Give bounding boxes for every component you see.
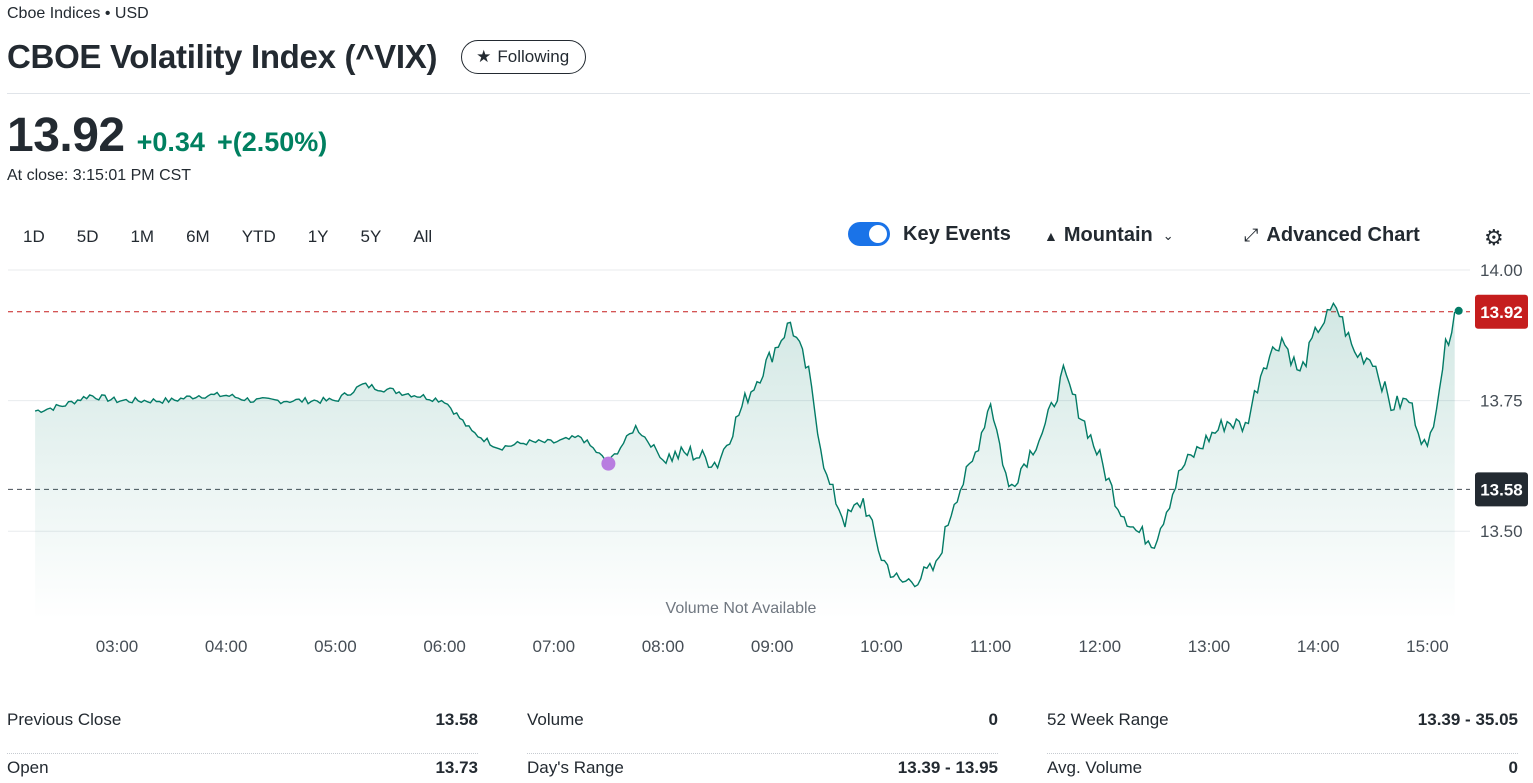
last-price-marker (1454, 306, 1463, 315)
price-area (35, 303, 1455, 620)
svg-text:13.92: 13.92 (1480, 303, 1523, 322)
chevron-down-icon: ⌄ (1162, 227, 1174, 243)
stats-column-2: Volume 0 Day's Range 13.39 - 13.95 (527, 706, 998, 783)
price-change: +0.34 (136, 127, 205, 157)
range-1y[interactable]: 1Y (292, 224, 345, 250)
close-time: At close: 3:15:01 PM CST (7, 167, 192, 184)
x-tick-label: 07:00 (533, 637, 576, 656)
stat-value: 13.73 (435, 758, 478, 777)
key-event-marker[interactable] (601, 456, 616, 471)
y-tick-label: 13.75 (1480, 392, 1523, 411)
x-tick-label: 06:00 (423, 637, 466, 656)
stat-row: 52 Week Range 13.39 - 35.05 (1047, 706, 1518, 754)
advanced-chart-button[interactable]: ⤢ Advanced Chart (1244, 224, 1420, 247)
stat-value: 13.39 - 13.95 (897, 758, 998, 777)
y-tick-label: 14.00 (1480, 261, 1523, 280)
price-value: 13.92 (7, 109, 125, 162)
mountain-icon: ▲ (1044, 227, 1058, 244)
y-tick-label: 13.50 (1480, 522, 1523, 541)
stats-column-3: 52 Week Range 13.39 - 35.05 Avg. Volume … (1047, 706, 1518, 783)
price-change-percent: +(2.50%) (216, 127, 328, 157)
stat-value: 0 (988, 710, 998, 729)
range-ytd[interactable]: YTD (226, 224, 292, 250)
toggle-knob (869, 225, 887, 243)
range-6m[interactable]: 6M (170, 224, 226, 250)
x-tick-label: 15:00 (1406, 637, 1449, 656)
stat-label: Avg. Volume (1047, 758, 1143, 777)
following-label: Following (497, 47, 570, 66)
key-events-toggle[interactable] (848, 222, 890, 246)
stats-column-1: Previous Close 13.58 Open 13.73 (7, 706, 478, 783)
x-tick-label: 12:00 (1079, 637, 1122, 656)
stat-label: Volume (527, 710, 584, 729)
key-events-label: Key Events (903, 222, 1011, 245)
stat-label: Previous Close (7, 710, 122, 729)
stat-label: Day's Range (527, 758, 624, 777)
stat-row: Avg. Volume 0 (1047, 754, 1518, 783)
advanced-chart-label: Advanced Chart (1266, 224, 1420, 246)
range-all[interactable]: All (397, 224, 448, 250)
price-chart[interactable]: 14.00 13.75 13.50 03:00 04:00 05:00 06:00 07:0… (0, 255, 1533, 665)
following-button[interactable]: ★ Following (461, 40, 587, 74)
range-1d[interactable]: 1D (7, 224, 61, 250)
x-tick-label: 05:00 (314, 637, 357, 656)
range-1m[interactable]: 1M (114, 224, 170, 250)
x-tick-label: 14:00 (1297, 637, 1340, 656)
stat-row: Open 13.73 (7, 754, 478, 783)
star-icon: ★ (476, 47, 492, 66)
x-tick-label: 09:00 (751, 637, 794, 656)
x-tick-label: 04:00 (205, 637, 248, 656)
range-5y[interactable]: 5Y (345, 224, 398, 250)
stat-value: 0 (1508, 758, 1518, 777)
x-tick-label: 03:00 (96, 637, 139, 656)
stat-row: Volume 0 (527, 706, 998, 754)
expand-icon: ⤢ (1244, 225, 1259, 245)
stat-value: 13.58 (435, 710, 478, 729)
gear-icon[interactable]: ⚙ (1484, 225, 1504, 250)
key-events-control: Key Events (848, 222, 1011, 246)
volume-note: Volume Not Available (666, 600, 817, 617)
price-row: 13.92 +0.34 +(2.50%) (7, 108, 327, 163)
range-selector: 1D 5D 1M 6M YTD 1Y 5Y All (7, 224, 448, 250)
x-tick-label: 08:00 (642, 637, 685, 656)
svg-text:13.58: 13.58 (1480, 480, 1523, 499)
stat-label: 52 Week Range (1047, 710, 1169, 729)
stat-row: Previous Close 13.58 (7, 706, 478, 754)
exchange-label: Cboe Indices • USD (7, 5, 149, 22)
range-5d[interactable]: 5D (61, 224, 115, 250)
page-title: CBOE Volatility Index (^VIX) (7, 38, 438, 75)
x-tick-label: 10:00 (860, 637, 903, 656)
chart-type-dropdown[interactable]: ▲ Mountain ⌄ (1044, 224, 1174, 247)
header-divider (7, 93, 1530, 94)
current-price-badge: 13.92 (1475, 294, 1528, 329)
x-tick-label: 13:00 (1188, 637, 1231, 656)
stat-row: Day's Range 13.39 - 13.95 (527, 754, 998, 783)
stat-value: 13.39 - 35.05 (1417, 710, 1518, 729)
chart-type-label: Mountain (1063, 224, 1153, 246)
price-line (34, 301, 1456, 588)
x-tick-label: 11:00 (970, 637, 1011, 656)
stat-label: Open (7, 758, 49, 777)
title-row: CBOE Volatility Index (^VIX) ★ Following (7, 38, 587, 76)
previous-close-badge: 13.58 (1475, 472, 1528, 507)
